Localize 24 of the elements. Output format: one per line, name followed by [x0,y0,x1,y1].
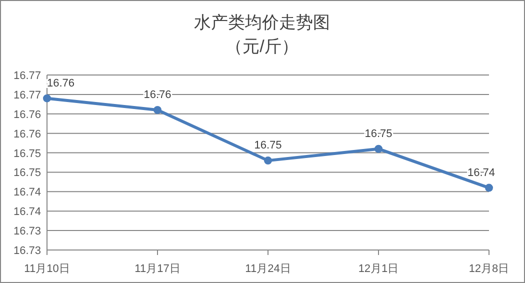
x-tick-label: 11月17日 [134,263,180,275]
chart-subtitle: （元/斤） [226,37,298,56]
y-tick-label: 16.77 [13,89,41,102]
x-tick-label: 11月24日 [245,263,291,275]
y-tick-label: 16.76 [13,108,41,121]
chart-title: 水产类均价走势图 [194,13,330,32]
x-tick-label: 12月8日 [468,263,510,275]
data-label: 16.76 [47,77,75,90]
y-tick-label: 16.75 [13,148,41,160]
point [154,106,162,114]
data-label: 16.75 [254,140,282,152]
y-tick-label: 16.73 [13,245,41,257]
point [485,184,493,192]
x-tick-label: 12月1日 [358,263,399,275]
y-tick-label: 16.75 [13,167,41,180]
y-tick-label: 16.77 [13,70,41,82]
point [43,94,51,102]
point [264,156,272,165]
y-tick-label: 16.76 [13,128,41,140]
point [374,144,382,153]
y-tick-label: 16.74 [13,206,41,218]
x-tick-label: 11月10日 [24,263,70,275]
y-tick-label: 16.74 [13,186,41,199]
y-tick-label: 16.73 [13,226,41,238]
